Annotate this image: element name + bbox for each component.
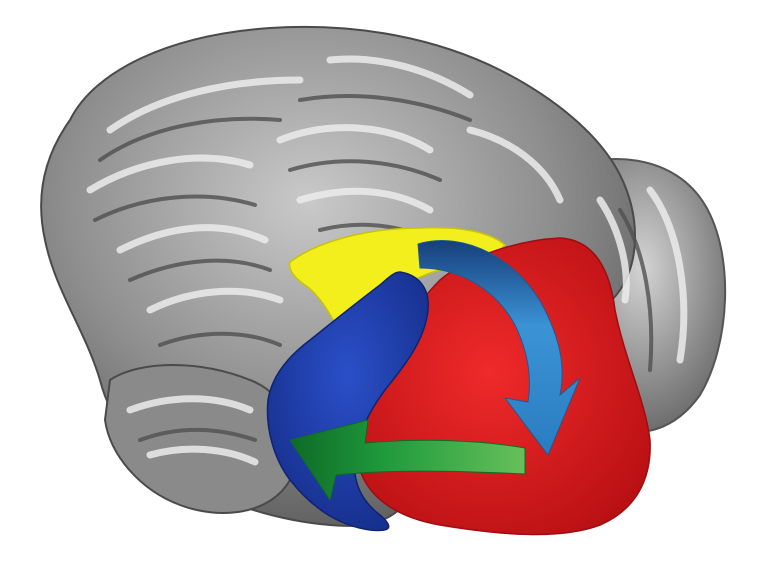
green-arrow (289, 419, 526, 502)
temporal-shape (103, 364, 295, 514)
blue-arrow (417, 240, 581, 456)
